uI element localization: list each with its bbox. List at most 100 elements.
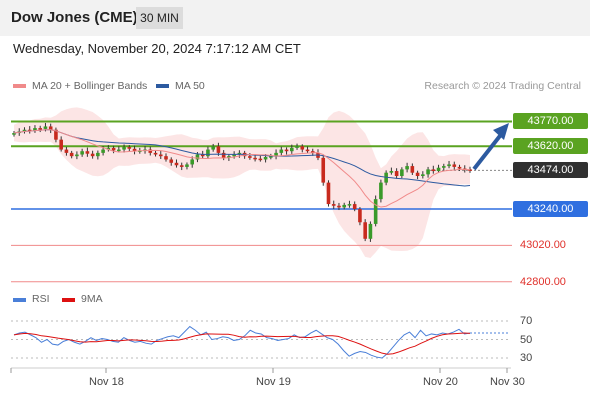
candle: [321, 154, 326, 186]
price-level-label-5: 42800.00: [520, 275, 566, 288]
x-tick-nov30: Nov 30: [490, 376, 525, 388]
candle: [59, 136, 63, 152]
candle: [164, 153, 168, 162]
candle: [269, 153, 273, 160]
ma50-line: [13, 129, 471, 187]
price-level-label-1: 43620.00: [513, 138, 588, 155]
candle: [326, 180, 331, 207]
candle: [111, 145, 116, 154]
candle: [117, 146, 121, 153]
candle: [174, 159, 179, 168]
candle: [389, 167, 394, 175]
ma20-line: [13, 129, 471, 208]
candle: [410, 163, 415, 176]
candle: [148, 146, 153, 156]
candle: [379, 179, 383, 203]
timeframe-button[interactable]: 30 MIN: [136, 7, 183, 29]
price-level-label-0: 43770.00: [513, 113, 588, 130]
candle: [452, 161, 457, 170]
candle: [27, 126, 32, 134]
header-bar: [0, 0, 590, 36]
price-level-label-4: 43020.00: [520, 239, 566, 252]
candle: [206, 146, 210, 159]
candle: [447, 160, 451, 169]
candle: [122, 144, 126, 153]
ma20-legend-swatch: [13, 84, 26, 88]
x-tick-nov20: Nov 20: [423, 376, 458, 388]
rsi9ma-legend-label: 9MA: [81, 293, 103, 305]
candle: [153, 150, 158, 157]
candle: [106, 145, 111, 152]
candle: [426, 166, 430, 178]
candle: [436, 164, 441, 174]
candle: [358, 207, 362, 226]
candle: [342, 202, 347, 210]
bollinger-band-area: [14, 107, 470, 258]
ma20-legend-label: MA 20 + Bollinger Bands: [32, 80, 148, 92]
rsi9ma-legend-swatch: [62, 298, 75, 302]
level-lines: [11, 120, 512, 283]
rsi-legend-swatch: [13, 298, 26, 302]
candle: [90, 150, 95, 159]
candle: [305, 146, 310, 154]
candle: [421, 171, 425, 179]
candle: [284, 147, 289, 155]
rsi-level-30: 30: [520, 352, 533, 364]
candle: [96, 150, 100, 160]
candle: [347, 200, 352, 208]
candle: [441, 163, 446, 171]
instrument-title: Dow Jones (CME): [11, 9, 138, 26]
price-level-label-3: 43240.00: [513, 201, 588, 218]
price-level-label-2: 43474.00: [513, 162, 588, 179]
rsi-9ma-line: [13, 332, 471, 355]
bollinger-bands: [14, 107, 470, 258]
credit-text: Research © 2024 Trading Central: [424, 80, 581, 92]
moving-averages: [13, 129, 471, 208]
candle: [337, 202, 341, 211]
x-tick-nov19: Nov 19: [256, 376, 291, 388]
candle: [38, 125, 43, 133]
candle: [415, 170, 420, 180]
rsi-legend-label: RSI: [32, 293, 50, 305]
candle: [405, 162, 409, 173]
candle: [85, 147, 90, 157]
candle: [363, 219, 367, 242]
candle: [279, 146, 284, 156]
rsi-panel: [10, 320, 510, 373]
candle: [185, 162, 189, 170]
candle: [132, 145, 137, 155]
candle: [431, 165, 436, 174]
candle: [33, 125, 37, 133]
candle: [253, 155, 257, 162]
candle: [80, 148, 84, 157]
candle: [12, 131, 16, 137]
candle: [75, 151, 79, 160]
rsi-line: [13, 325, 471, 359]
candle: [368, 221, 373, 242]
candle: [69, 150, 74, 159]
candle: [22, 127, 27, 134]
candle: [158, 151, 163, 159]
candle: [169, 157, 174, 166]
candle: [289, 144, 294, 154]
candle: [274, 149, 278, 160]
timestamp: Wednesday, November 20, 2024 7:17:12 AM …: [13, 41, 301, 56]
ma50-legend-label: MA 50: [175, 80, 205, 92]
candle: [373, 195, 378, 227]
candle: [300, 144, 305, 153]
candle: [211, 143, 215, 152]
candle: [468, 166, 472, 173]
rsi-level-50: 50: [520, 334, 533, 346]
candle: [400, 167, 404, 179]
candle: [48, 123, 53, 134]
candles: [12, 122, 472, 242]
candle: [352, 201, 357, 212]
candle: [295, 143, 299, 150]
candle: [54, 127, 58, 143]
candle: [394, 168, 399, 179]
candle: [179, 162, 184, 171]
x-tick-nov18: Nov 18: [89, 376, 124, 388]
ma50-legend-swatch: [156, 84, 169, 88]
candle: [64, 146, 69, 156]
